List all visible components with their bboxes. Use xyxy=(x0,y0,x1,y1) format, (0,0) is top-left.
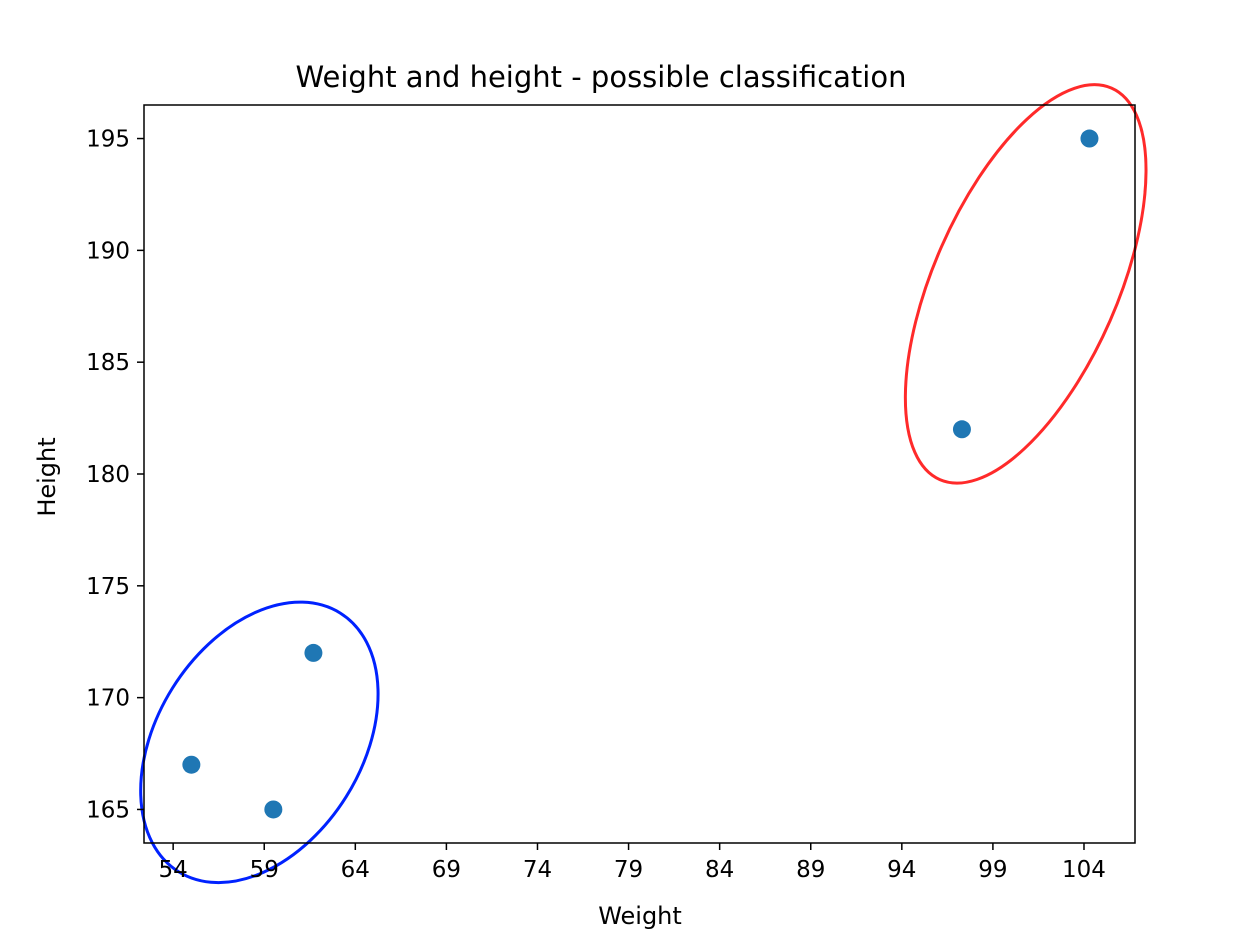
x-axis: 54 59 64 69 74 79 84 89 94 99 104 xyxy=(159,843,1106,883)
x-tick-label: 79 xyxy=(614,857,643,883)
data-point xyxy=(1080,129,1099,148)
x-tick-label: 64 xyxy=(341,857,370,883)
y-tick-label: 190 xyxy=(86,238,130,264)
cluster-ellipses xyxy=(139,83,1148,885)
x-tick-label: 54 xyxy=(159,857,188,883)
data-point xyxy=(304,643,323,662)
cluster-ellipse xyxy=(139,600,380,885)
data-point xyxy=(182,755,201,774)
x-tick-label: 94 xyxy=(887,857,916,883)
y-tick-label: 175 xyxy=(86,574,130,600)
x-tick-label: 69 xyxy=(432,857,461,883)
x-axis-label: Weight xyxy=(598,902,682,930)
x-tick-label: 99 xyxy=(978,857,1007,883)
y-axis: 165 170 175 180 185 190 195 xyxy=(86,127,144,823)
x-tick-label: 84 xyxy=(705,857,734,883)
chart-title: Weight and height - possible classificat… xyxy=(296,60,907,94)
x-tick-label: 89 xyxy=(796,857,825,883)
data-point xyxy=(264,800,283,819)
y-tick-label: 170 xyxy=(86,686,130,712)
data-points xyxy=(182,129,1099,819)
y-tick-label: 165 xyxy=(86,797,130,823)
y-tick-label: 195 xyxy=(86,127,130,153)
data-point xyxy=(952,420,971,439)
cluster-ellipse xyxy=(903,83,1148,485)
x-tick-label: 104 xyxy=(1062,857,1106,883)
y-axis-label: Height xyxy=(33,437,61,516)
x-tick-label: 74 xyxy=(523,857,552,883)
x-tick-label: 59 xyxy=(250,857,279,883)
y-tick-label: 180 xyxy=(86,462,130,488)
y-tick-label: 185 xyxy=(86,350,130,376)
